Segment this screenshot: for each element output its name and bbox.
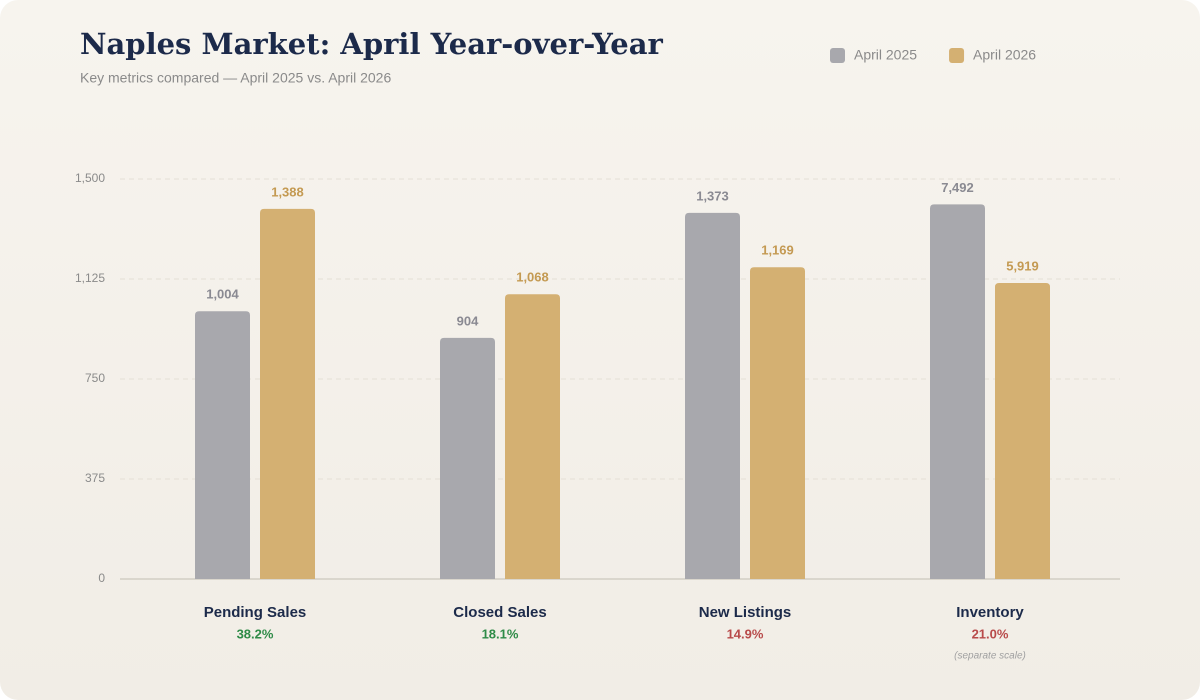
scale-note: (separate scale) — [954, 651, 1026, 662]
legend-label: April 2025 — [854, 47, 917, 63]
bar — [685, 212, 740, 579]
chart-subtitle: Key metrics compared — April 2025 vs. Ap… — [80, 70, 391, 86]
value-label: 1,169 — [761, 243, 794, 258]
value-label: 1,004 — [206, 287, 239, 302]
value-label: 5,919 — [1006, 258, 1039, 273]
value-label: 904 — [457, 313, 479, 328]
y-tick-label: 1,500 — [75, 171, 105, 185]
bar — [195, 311, 250, 579]
y-tick-label: 1,125 — [75, 271, 105, 285]
legend-swatch — [830, 48, 845, 63]
bar — [440, 337, 495, 579]
category-label: Pending Sales — [204, 604, 307, 621]
legend-swatch — [949, 48, 965, 63]
category-label: New Listings — [699, 604, 792, 621]
change-label: 21.0% — [972, 626, 1009, 641]
legend-label: April 2026 — [973, 47, 1036, 63]
y-tick-label: 375 — [85, 471, 105, 485]
change-label: 18.1% — [482, 626, 519, 641]
value-label: 1,388 — [271, 184, 304, 199]
change-label: 38.2% — [237, 626, 274, 641]
value-label: 7,492 — [941, 180, 974, 195]
y-tick-label: 750 — [85, 371, 105, 385]
y-tick-label: 0 — [98, 571, 105, 585]
bar — [930, 204, 985, 579]
bar — [750, 267, 805, 579]
value-label: 1,068 — [516, 270, 549, 285]
bar — [505, 294, 560, 579]
category-label: Inventory — [956, 604, 1024, 621]
category-label: Closed Sales — [453, 604, 546, 621]
chart-title: Naples Market: April Year-over-Year — [80, 27, 663, 61]
bar — [995, 283, 1050, 579]
value-label: 1,373 — [696, 188, 729, 203]
change-label: 14.9% — [727, 626, 764, 641]
bar — [260, 208, 315, 579]
